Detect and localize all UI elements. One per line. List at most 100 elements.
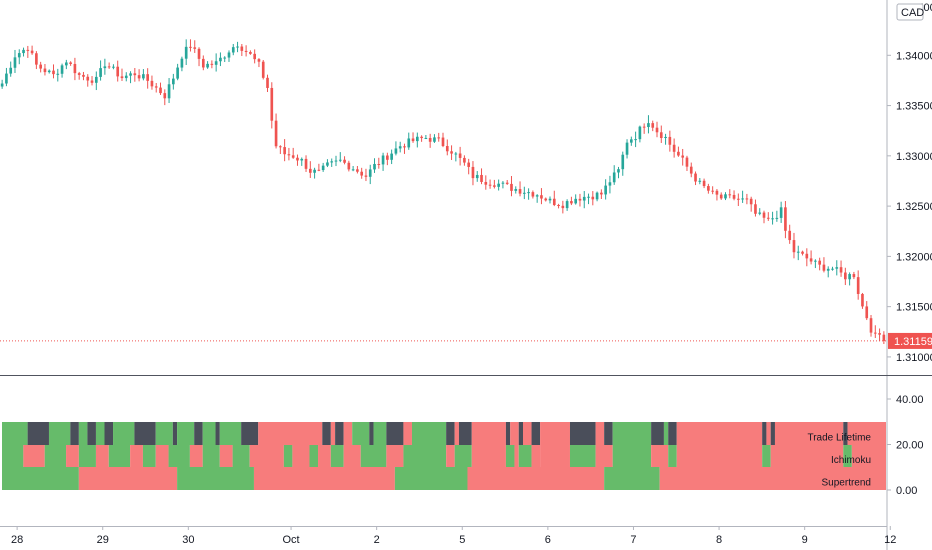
candle-body: [668, 136, 672, 145]
candle-body: [17, 53, 21, 58]
candle-body: [463, 157, 466, 163]
indicator-segment: [95, 445, 109, 467]
candle-body: [386, 155, 389, 160]
time-tick-label: 28: [11, 534, 23, 546]
candle-body: [715, 190, 719, 195]
candle-body: [651, 123, 655, 128]
candle-body: [47, 70, 51, 73]
indicator-segment: [467, 467, 605, 490]
indicator-segment: [446, 422, 455, 445]
indicator-pane[interactable]: Trade Lifetime Ichimoku Supertrend: [2, 422, 886, 490]
candle-body: [338, 159, 342, 161]
candle-body: [176, 67, 179, 79]
candle-body: [231, 47, 235, 53]
candle-body: [137, 75, 141, 79]
candle-body: [728, 194, 732, 196]
indicator-segment: [403, 445, 447, 467]
candle-body: [647, 123, 650, 128]
candle-body: [514, 189, 518, 191]
candle-body: [809, 258, 813, 262]
indicator-segment: [172, 422, 178, 445]
candle-body: [681, 155, 685, 158]
candle-body: [360, 171, 364, 176]
last-price-tag-label: 1.31159: [894, 336, 932, 348]
indicator-segment: [394, 467, 468, 490]
indicator-segment: [202, 422, 216, 445]
indicator-segment: [70, 422, 79, 445]
candle-body: [724, 194, 727, 199]
candle-body: [26, 49, 30, 51]
indicator-segment: [569, 422, 596, 445]
candle-body: [351, 169, 355, 171]
indicator-segment: [843, 445, 852, 467]
candle-body: [488, 184, 492, 186]
candle-body: [283, 147, 286, 155]
candle-body: [52, 70, 55, 75]
candle-body: [214, 61, 218, 65]
candle-body: [582, 196, 586, 201]
candle-body: [22, 49, 25, 54]
indicator-segment: [134, 422, 156, 445]
candle-body: [184, 46, 188, 59]
candle-body: [317, 169, 321, 171]
indicator-segment: [283, 445, 293, 467]
candle-body: [257, 59, 261, 62]
candle-body: [655, 127, 659, 133]
candle-body: [805, 253, 809, 259]
candle-body: [129, 73, 132, 76]
candle-body: [754, 204, 757, 214]
candle-body: [784, 207, 787, 231]
indicator-segment: [219, 422, 242, 445]
indicator-segment: [104, 422, 114, 445]
currency-badge[interactable]: CAD: [896, 3, 924, 21]
indicator-segment: [23, 445, 45, 467]
indicator-segment: [458, 422, 472, 445]
indicator-segment: [202, 445, 220, 467]
candle-body: [552, 198, 556, 206]
indicator-tick-label: 20.00: [896, 440, 924, 452]
candle-body: [882, 334, 886, 341]
indicator-segment: [343, 422, 353, 445]
candle-body: [565, 201, 569, 209]
candle-body: [621, 154, 625, 170]
indicator-segment: [2, 422, 28, 445]
indicator-segment: [232, 445, 250, 467]
candle-body: [193, 47, 197, 49]
time-tick-label: 9: [802, 534, 808, 546]
candle-body: [124, 75, 128, 79]
price-tick-label: 1.33000: [896, 151, 932, 163]
candle-body: [240, 46, 244, 51]
indicator-segment: [770, 422, 775, 445]
indicator-segment: [27, 422, 49, 445]
candle-body: [313, 169, 316, 173]
candle-body: [244, 50, 248, 52]
candle-body: [591, 196, 595, 200]
indicator-segment: [774, 422, 844, 445]
candle-body: [120, 76, 124, 79]
candle-body: [249, 51, 252, 54]
indicator-segment: [518, 445, 532, 467]
candle-body: [133, 73, 137, 76]
candle-body: [330, 161, 334, 163]
candle-body: [501, 182, 505, 184]
indicator-segment: [369, 422, 374, 445]
candle-body: [227, 52, 231, 58]
indicator-segment: [253, 467, 395, 490]
indicator-segment: [766, 422, 771, 445]
indicator-segment: [343, 445, 361, 467]
indicator-segment: [87, 422, 96, 445]
candle-body: [484, 181, 488, 185]
candle-body: [659, 132, 663, 139]
candle-body: [368, 169, 372, 177]
indicator-segment: [505, 422, 511, 445]
candle-body: [771, 218, 774, 220]
candle-body: [630, 139, 633, 143]
indicator-segment: [676, 445, 763, 467]
time-tick-label: Oct: [282, 534, 299, 546]
price-pane[interactable]: [0, 39, 887, 345]
candle-body: [779, 207, 783, 218]
indicator-segment: [595, 422, 605, 445]
candle-body: [835, 267, 839, 269]
candle-body: [557, 205, 560, 207]
